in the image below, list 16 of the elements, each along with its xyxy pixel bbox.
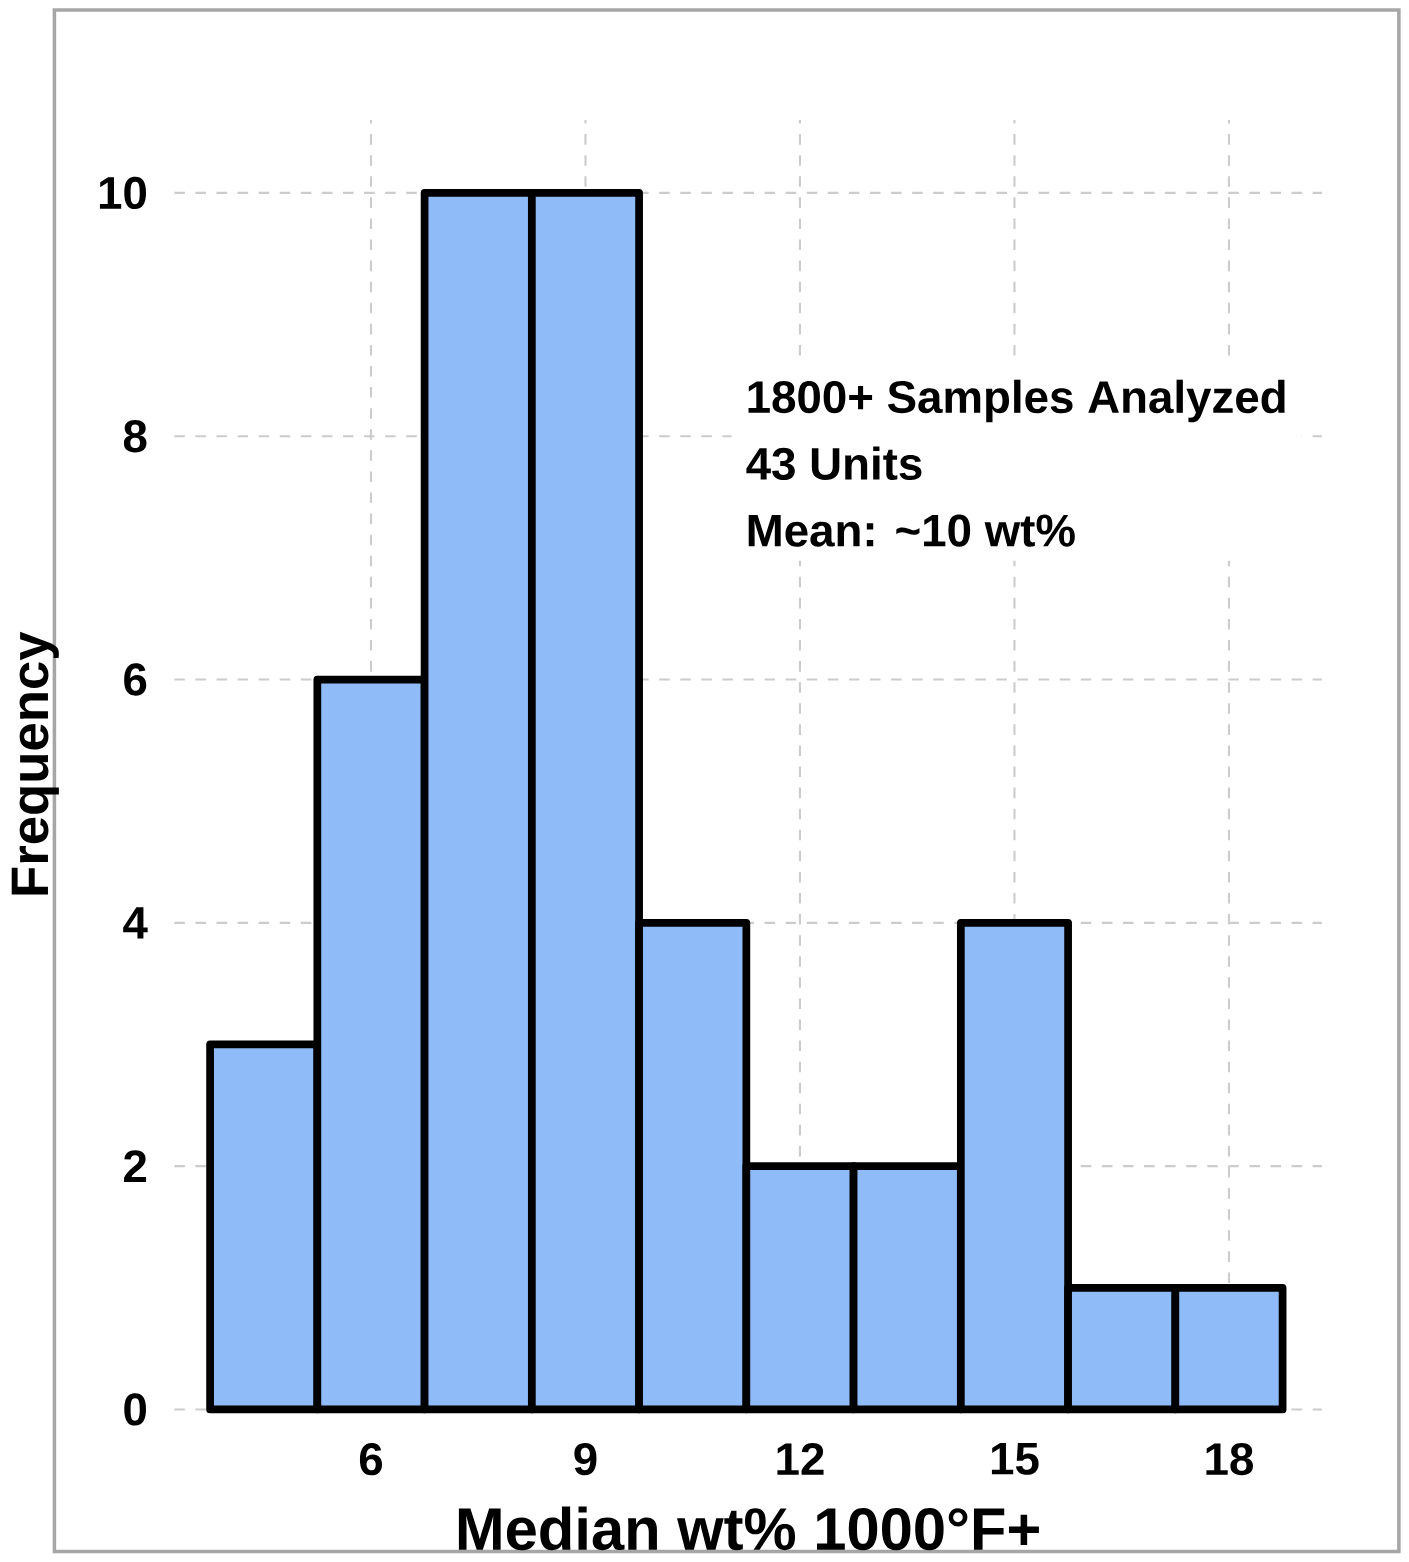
x-tick-label: 12: [777, 1442, 824, 1475]
x-tick-label: 9: [574, 1442, 597, 1476]
y-tick-label: 0: [124, 1393, 147, 1426]
y-tick-label: 2: [124, 1150, 147, 1183]
x-axis-title: Median wt% 1000°F+: [458, 1506, 1039, 1551]
x-tick-label: 18: [1206, 1442, 1254, 1476]
annotation: 1800+ Samples Analyzed: [748, 379, 1285, 423]
y-tick-label: 4: [123, 907, 148, 939]
x-tick-label: 6: [359, 1442, 383, 1476]
y-tick-label: 10: [100, 176, 147, 210]
y-tick-label: 8: [123, 420, 147, 453]
x-tick-label: 15: [991, 1442, 1039, 1475]
annotation: Mean: ~10 wt%: [748, 514, 1075, 547]
y-tick-label: 6: [124, 663, 147, 696]
annotation: 43 Units: [746, 446, 922, 481]
y-axis-title: Frequency: [11, 631, 59, 895]
